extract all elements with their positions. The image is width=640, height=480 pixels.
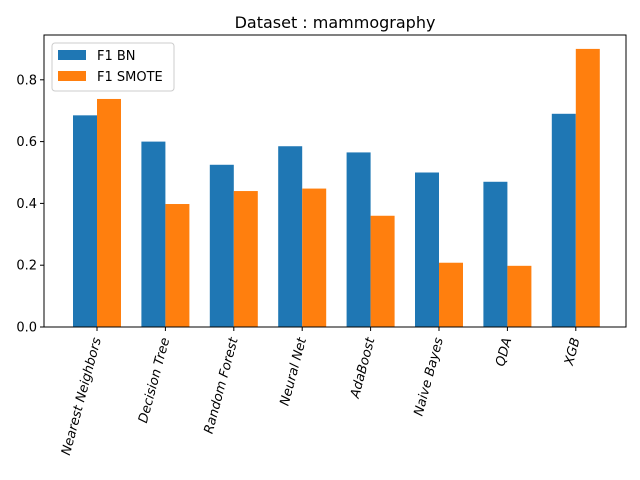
- bar-f1-bn-7: [483, 181, 508, 327]
- bar-f1-bn-6: [415, 172, 439, 327]
- bar-f1-smote-4: [302, 188, 327, 327]
- legend-swatch: [58, 50, 86, 60]
- x-tick-label: XGB: [562, 336, 584, 368]
- x-tick-label: QDA: [493, 336, 515, 368]
- y-tick-label: 0.6: [16, 135, 37, 150]
- x-tick-label: AdaBoost: [348, 335, 379, 400]
- bar-f1-bn-5: [346, 152, 371, 327]
- x-tick-label: Nearest Neighbors: [59, 336, 105, 457]
- bar-f1-bn-4: [278, 146, 303, 327]
- bar-f1-smote-5: [370, 215, 395, 327]
- legend-swatch: [58, 71, 86, 81]
- legend-label: F1 BN: [97, 49, 136, 64]
- bar-f1-smote-2: [165, 204, 190, 327]
- bar-f1-smote-3: [233, 191, 258, 327]
- plot-frame: [43, 34, 627, 328]
- y-tick-label: 0.0: [16, 321, 37, 336]
- bars-group: [73, 48, 600, 328]
- legend-label: F1 SMOTE: [97, 70, 163, 85]
- y-tick-label: 0.4: [16, 197, 37, 212]
- x-tick-label: Naive Bayes: [412, 336, 447, 418]
- x-axis: Nearest Neighbors Decision Tree Random For…: [59, 327, 584, 457]
- bar-f1-bn-1: [73, 115, 97, 327]
- y-tick-label: 0.8: [16, 73, 37, 88]
- bar-f1-bn-8: [551, 113, 576, 328]
- bar-f1-bn-3: [209, 164, 234, 327]
- legend: F1 BN F1 SMOTE: [51, 42, 175, 92]
- y-tick-label: 0.2: [16, 259, 37, 274]
- y-axis: 0.0 0.2 0.4 0.6 0.8: [16, 73, 44, 336]
- chart-title: Dataset : mammography: [235, 13, 436, 32]
- bar-f1-smote-8: [575, 48, 600, 328]
- x-tick-label: Decision Tree: [136, 336, 173, 425]
- bar-f1-smote-6: [439, 262, 463, 327]
- bar-f1-smote-7: [507, 265, 532, 327]
- bar-f1-bn-2: [141, 141, 166, 327]
- x-tick-label: Neural Net: [277, 335, 310, 407]
- x-tick-label: Random Forest: [202, 335, 242, 435]
- bar-f1-smote-1: [97, 98, 121, 327]
